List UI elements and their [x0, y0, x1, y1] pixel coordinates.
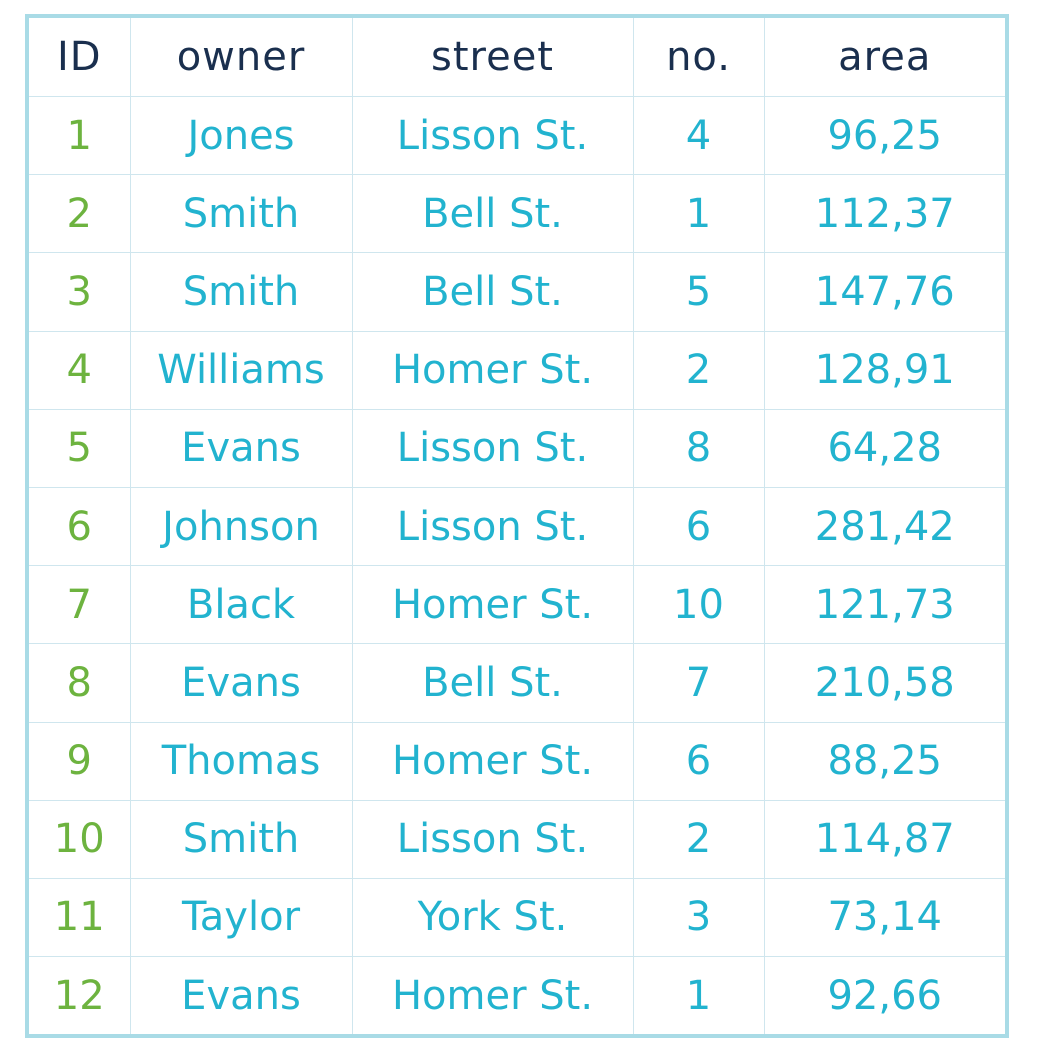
- table-row: 10 Smith Lisson St. 2 114,87: [29, 799, 1005, 879]
- cell-id: 11: [29, 877, 131, 958]
- cell-area: 88,25: [763, 721, 1005, 801]
- cell-street: Homer St.: [351, 721, 634, 801]
- cell-area: 281,42: [763, 486, 1005, 567]
- cell-number: 3: [632, 877, 765, 958]
- cell-street: York St.: [351, 877, 634, 958]
- table-row: 6 Johnson Lisson St. 6 281,42: [29, 486, 1005, 567]
- cell-number: 1: [632, 956, 765, 1034]
- cell-owner: Thomas: [129, 721, 353, 801]
- cell-street: Lisson St.: [351, 799, 634, 879]
- cell-owner: Jones: [129, 95, 353, 176]
- cell-street: Lisson St.: [351, 95, 634, 176]
- table-row: 11 Taylor York St. 3 73,14: [29, 877, 1005, 958]
- table-row: 4 Williams Homer St. 2 128,91: [29, 330, 1005, 410]
- cell-area: 92,66: [763, 956, 1005, 1034]
- cell-number: 2: [632, 799, 765, 879]
- cell-area: 210,58: [763, 643, 1005, 723]
- cell-owner: Williams: [129, 330, 353, 410]
- cell-street: Homer St.: [351, 956, 634, 1034]
- cell-id: 10: [29, 799, 131, 879]
- cell-number: 10: [632, 565, 765, 645]
- cell-area: 121,73: [763, 565, 1005, 645]
- cell-id: 6: [29, 486, 131, 567]
- cell-id: 2: [29, 174, 131, 254]
- cell-owner: Johnson: [129, 486, 353, 567]
- header-street: street: [351, 18, 634, 97]
- cell-owner: Taylor: [129, 877, 353, 958]
- cell-area: 64,28: [763, 408, 1005, 488]
- property-table: ID owner street no. area 1 Jones Lisson …: [29, 18, 1005, 1034]
- cell-id: 12: [29, 956, 131, 1034]
- cell-number: 1: [632, 174, 765, 254]
- cell-id: 8: [29, 643, 131, 723]
- cell-owner: Smith: [129, 252, 353, 332]
- cell-id: 4: [29, 330, 131, 410]
- table-frame: ID owner street no. area 1 Jones Lisson …: [25, 14, 1009, 1038]
- cell-id: 5: [29, 408, 131, 488]
- table-row: 3 Smith Bell St. 5 147,76: [29, 252, 1005, 332]
- header-row: ID owner street no. area: [29, 18, 1005, 97]
- table-row: 7 Black Homer St. 10 121,73: [29, 565, 1005, 645]
- header-owner: owner: [129, 18, 353, 97]
- cell-street: Bell St.: [351, 252, 634, 332]
- table-row: 12 Evans Homer St. 1 92,66: [29, 956, 1005, 1034]
- cell-street: Bell St.: [351, 643, 634, 723]
- header-number: no.: [632, 18, 765, 97]
- cell-street: Homer St.: [351, 565, 634, 645]
- cell-owner: Smith: [129, 174, 353, 254]
- cell-number: 5: [632, 252, 765, 332]
- table-row: 1 Jones Lisson St. 4 96,25: [29, 95, 1005, 176]
- cell-street: Lisson St.: [351, 486, 634, 567]
- cell-area: 114,87: [763, 799, 1005, 879]
- cell-number: 6: [632, 721, 765, 801]
- table-row: 8 Evans Bell St. 7 210,58: [29, 643, 1005, 723]
- cell-owner: Evans: [129, 643, 353, 723]
- cell-number: 4: [632, 95, 765, 176]
- cell-area: 73,14: [763, 877, 1005, 958]
- cell-number: 7: [632, 643, 765, 723]
- table-row: 5 Evans Lisson St. 8 64,28: [29, 408, 1005, 488]
- cell-id: 9: [29, 721, 131, 801]
- table-row: 9 Thomas Homer St. 6 88,25: [29, 721, 1005, 801]
- cell-area: 147,76: [763, 252, 1005, 332]
- cell-number: 8: [632, 408, 765, 488]
- cell-area: 128,91: [763, 330, 1005, 410]
- cell-area: 96,25: [763, 95, 1005, 176]
- cell-owner: Evans: [129, 408, 353, 488]
- cell-owner: Smith: [129, 799, 353, 879]
- header-area: area: [763, 18, 1005, 97]
- cell-area: 112,37: [763, 174, 1005, 254]
- cell-id: 7: [29, 565, 131, 645]
- cell-number: 6: [632, 486, 765, 567]
- cell-street: Lisson St.: [351, 408, 634, 488]
- cell-number: 2: [632, 330, 765, 410]
- table-row: 2 Smith Bell St. 1 112,37: [29, 174, 1005, 254]
- cell-owner: Black: [129, 565, 353, 645]
- table-body: 1 Jones Lisson St. 4 96,25 2 Smith Bell …: [29, 95, 1005, 1034]
- header-id: ID: [29, 18, 131, 97]
- cell-street: Bell St.: [351, 174, 634, 254]
- cell-owner: Evans: [129, 956, 353, 1034]
- cell-street: Homer St.: [351, 330, 634, 410]
- cell-id: 3: [29, 252, 131, 332]
- cell-id: 1: [29, 95, 131, 176]
